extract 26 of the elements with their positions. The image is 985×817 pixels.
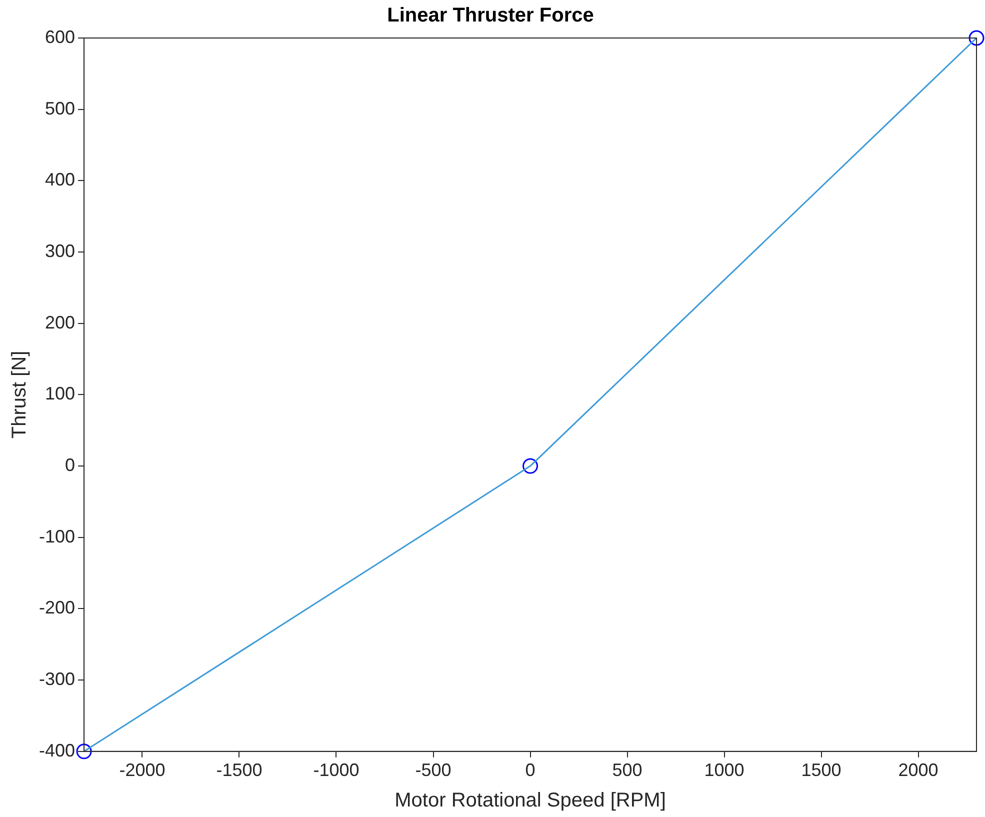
point (522, 458, 538, 474)
point (76, 744, 92, 760)
y-tick-label: 300 (44, 240, 76, 261)
x-axis-title: Motor Rotational Speed [RPM] (394, 790, 666, 812)
y-tick-label: 600 (44, 26, 76, 47)
x-tick-label: -500 (415, 760, 452, 780)
x-tick-label: -1000 (313, 760, 360, 780)
y-tick-label: 100 (44, 384, 76, 404)
x-tick-label: -2000 (119, 760, 166, 780)
point (968, 30, 984, 46)
y-tick-label: 0 (65, 455, 76, 476)
y-tick-label: 200 (44, 312, 76, 332)
x-tick-label: 500 (612, 760, 642, 780)
chart-title: Linear Thruster Force (387, 4, 594, 27)
y-tick-label: -400 (38, 740, 76, 760)
y-axis-title: Thrust [N] (8, 350, 31, 439)
x-tick-label: 1000 (704, 760, 744, 780)
x-tick-label: -1500 (216, 760, 262, 780)
y-tick-label: 500 (44, 98, 76, 118)
y-tick-label: -200 (38, 598, 76, 618)
x-tick-label: 0 (525, 760, 536, 780)
x-tick-label: 2000 (898, 760, 938, 780)
y-tick-label: -100 (38, 526, 76, 546)
y-tick-label: 400 (44, 170, 76, 190)
x-tick-label: 1500 (801, 760, 842, 780)
y-tick-label: -300 (38, 669, 76, 690)
